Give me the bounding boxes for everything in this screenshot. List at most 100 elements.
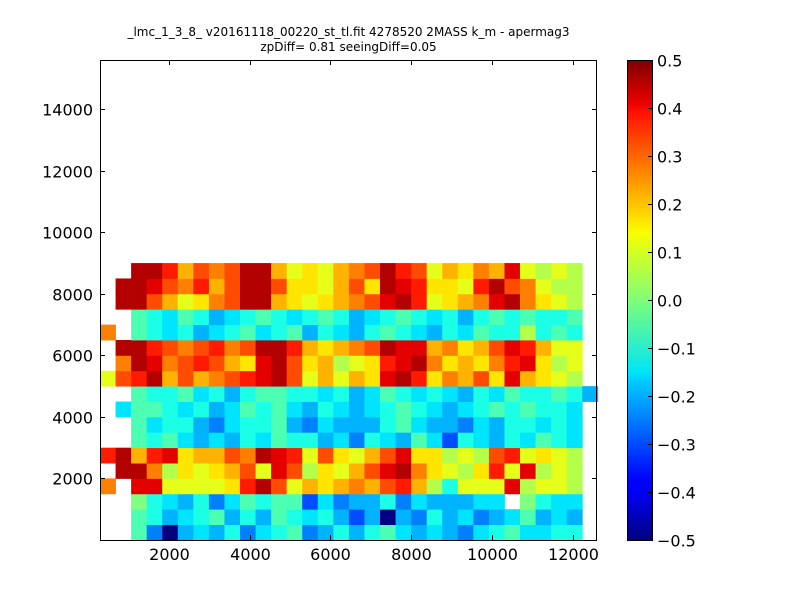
heatmap-cell xyxy=(208,478,225,495)
heatmap-cell xyxy=(473,324,490,341)
heatmap-cell xyxy=(348,416,365,433)
heatmap-cell xyxy=(488,278,505,295)
heatmap-cell xyxy=(255,340,272,356)
heatmap-cell xyxy=(317,509,334,526)
heatmap-cell xyxy=(473,340,490,356)
heatmap-cell xyxy=(535,309,552,326)
heatmap-cell xyxy=(426,370,443,387)
heatmap-cell xyxy=(520,293,536,310)
chart-subtitle: zpDiff= 0.81 seeingDiff=0.05 xyxy=(260,40,437,54)
heatmap-cell xyxy=(395,401,412,418)
heatmap-cell xyxy=(302,432,319,449)
heatmap-cell xyxy=(380,524,396,541)
heatmap-cell xyxy=(364,278,381,295)
heatmap-cell xyxy=(208,493,225,510)
heatmap-cell xyxy=(442,309,459,326)
heatmap-cell xyxy=(240,478,256,495)
heatmap-cell xyxy=(520,493,536,510)
y-tick-label: 4000 xyxy=(52,409,93,428)
heatmap-cell xyxy=(146,324,163,341)
heatmap-cell xyxy=(551,524,568,541)
heatmap-cell xyxy=(162,463,179,479)
heatmap-cell xyxy=(193,401,210,418)
heatmap-cell xyxy=(520,324,536,341)
heatmap-cell xyxy=(411,478,428,495)
heatmap-cell xyxy=(488,493,505,510)
heatmap-cell xyxy=(115,278,132,295)
heatmap-cell xyxy=(271,324,288,341)
x-tick-label: 6000 xyxy=(310,545,351,564)
heatmap-cell xyxy=(131,370,148,387)
heatmap-cell xyxy=(224,309,241,326)
heatmap-cell xyxy=(177,432,194,449)
heatmap-cell xyxy=(442,463,459,479)
heatmap-cell xyxy=(240,401,256,418)
heatmap-cell xyxy=(208,370,225,387)
x-axis: 2000 4000 6000 8000 10000 12000 xyxy=(149,60,599,564)
heatmap-cell xyxy=(504,509,521,526)
heatmap-cell xyxy=(208,524,225,541)
heatmap-cell xyxy=(380,401,396,418)
heatmap-cell xyxy=(551,309,568,326)
heatmap-cell xyxy=(566,401,583,418)
colorbar-tick-label: 0.3 xyxy=(657,148,682,167)
heatmap-cell xyxy=(488,478,505,495)
y-tick-label: 6000 xyxy=(52,347,93,366)
heatmap-cell xyxy=(333,370,350,387)
heatmap-cell xyxy=(380,447,396,464)
heatmap-cell xyxy=(100,447,116,464)
heatmap-cell xyxy=(504,340,521,356)
heatmap-cell xyxy=(504,401,521,418)
heatmap-cell xyxy=(504,355,521,372)
heatmap-cell xyxy=(364,386,381,402)
heatmap-cell xyxy=(566,293,583,310)
heatmap-cell xyxy=(504,324,521,341)
heatmap-cell xyxy=(348,263,365,279)
heatmap-cell xyxy=(426,293,443,310)
heatmap-cell xyxy=(348,401,365,418)
heatmap-cell xyxy=(131,493,148,510)
heatmap-cell xyxy=(442,324,459,341)
heatmap-cell xyxy=(162,370,179,387)
heatmap-cell xyxy=(582,386,599,402)
heatmap-cell xyxy=(302,386,319,402)
heatmap-cell xyxy=(302,401,319,418)
heatmap-cell xyxy=(100,370,116,387)
heatmap-cell xyxy=(271,370,288,387)
heatmap-cell xyxy=(364,509,381,526)
heatmap-cell xyxy=(302,524,319,541)
heatmap-cell xyxy=(146,478,163,495)
heatmap-cell xyxy=(255,386,272,402)
heatmap-cell xyxy=(224,401,241,418)
heatmap-cell xyxy=(224,386,241,402)
heatmap-cell xyxy=(535,447,552,464)
heatmap-cell xyxy=(317,493,334,510)
heatmap-cell xyxy=(504,463,521,479)
heatmap-cell xyxy=(488,416,505,433)
heatmap-cell xyxy=(520,355,536,372)
heatmap-cell xyxy=(255,416,272,433)
colorbar-tick-label: −0.5 xyxy=(657,532,696,551)
heatmap-cell xyxy=(426,309,443,326)
heatmap-cell xyxy=(488,447,505,464)
heatmap-cell xyxy=(208,293,225,310)
heatmap-cell xyxy=(131,447,148,464)
heatmap-cell xyxy=(457,278,474,295)
y-tick-label: 2000 xyxy=(52,470,93,489)
colorbar-tick-label: −0.2 xyxy=(657,388,696,407)
heatmap-cell xyxy=(208,401,225,418)
heatmap-cell xyxy=(240,324,256,341)
heatmap-cell xyxy=(442,432,459,449)
heatmap-cell xyxy=(240,416,256,433)
heatmap-cell xyxy=(255,401,272,418)
colorbar-tick-label: −0.4 xyxy=(657,484,696,503)
heatmap-cell xyxy=(364,401,381,418)
heatmap-cell xyxy=(520,340,536,356)
heatmap-cell xyxy=(240,309,256,326)
heatmap-cell xyxy=(177,524,194,541)
heatmap-cell xyxy=(395,370,412,387)
heatmap-cell xyxy=(520,524,536,541)
heatmap-cell xyxy=(473,355,490,372)
heatmap-cell xyxy=(162,401,179,418)
heatmap-cell xyxy=(255,509,272,526)
